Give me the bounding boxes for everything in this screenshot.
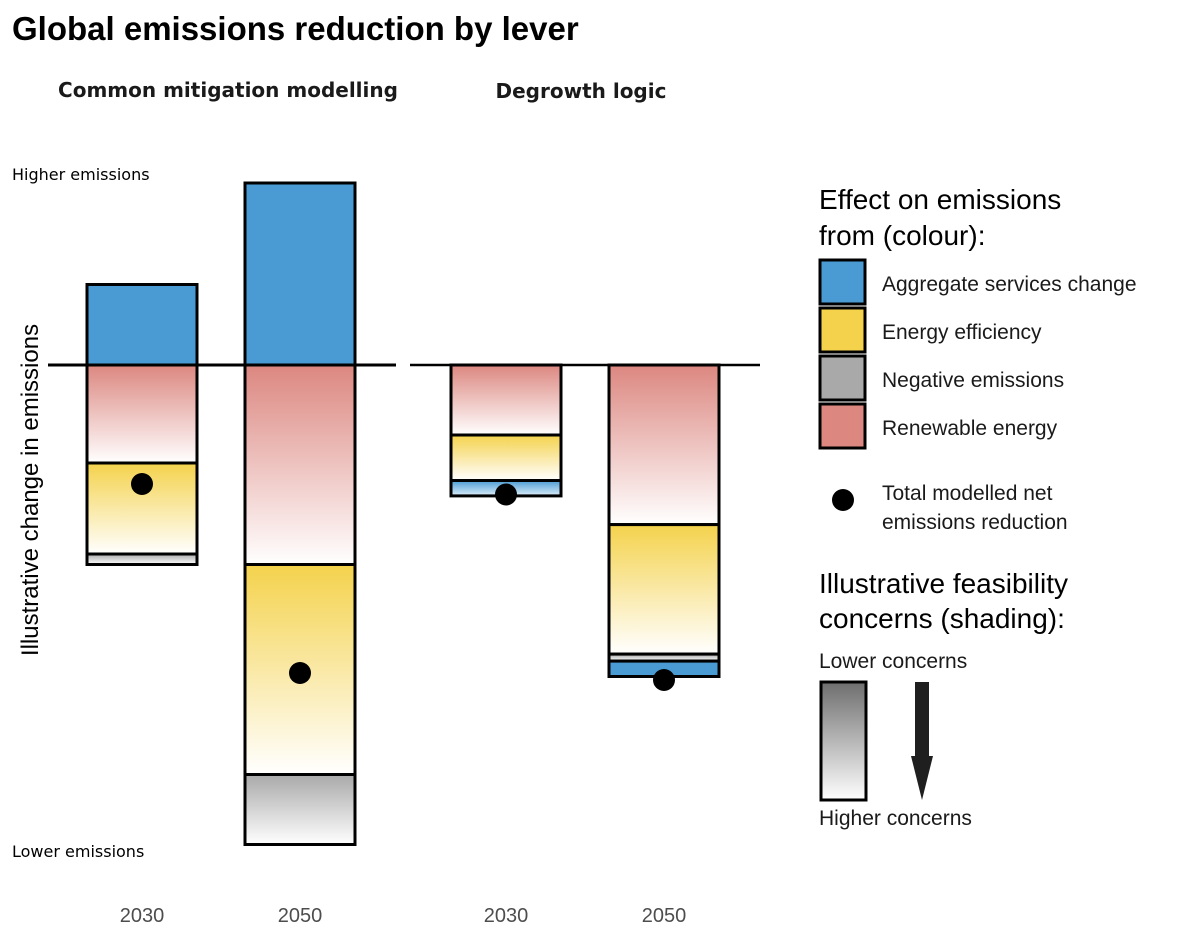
legend-label-energy-efficiency: Energy efficiency	[882, 321, 1042, 344]
y-axis-label: Illustrative change in emissions	[17, 324, 44, 656]
arrow-shaft-icon	[915, 682, 929, 760]
legend-shading-title-line1: Illustrative feasibility	[819, 568, 1068, 599]
facet-title-common: Common mitigation modelling	[58, 78, 398, 102]
legend-label-renewable-energy: Renewable energy	[882, 417, 1058, 440]
bar-segment-renewable-energy	[243, 363, 357, 566]
bar-segment-aggregate-services-change	[243, 181, 357, 367]
legend-dot-icon	[832, 489, 854, 511]
legend-swatch-renewable-energy	[818, 402, 867, 450]
net-emissions-dot	[289, 662, 311, 684]
bar-segment-renewable-energy	[85, 363, 199, 465]
x-tick-label: 2030	[484, 905, 529, 927]
bar-segment-negative-emissions	[243, 773, 357, 846]
legend-shading-top-label: Lower concerns	[819, 650, 967, 673]
x-tick-label: 2050	[278, 905, 323, 927]
legend-shading-bottom-label: Higher concerns	[819, 807, 972, 830]
legend-shading-title-line2: concerns (shading):	[819, 603, 1065, 634]
x-tick-label: 2050	[642, 905, 687, 927]
bar-segment-energy-efficiency	[607, 523, 721, 656]
legend-label-negative-emissions: Negative emissions	[882, 369, 1064, 392]
legend-swatch-aggregate-services	[818, 258, 867, 306]
x-tick-label: 2030	[120, 905, 165, 927]
bar-segment-renewable-energy	[607, 363, 721, 527]
x-axis-ticks: 2030 2050 2030 2050	[120, 905, 687, 927]
legend-dot-label-line1: Total modelled net	[882, 482, 1053, 505]
net-emissions-dot	[131, 473, 153, 495]
legend: Effect on emissions from (colour): Aggre…	[818, 184, 1137, 830]
bar-segment-negative-emissions	[85, 552, 199, 566]
legend-colour-title-line1: Effect on emissions	[819, 184, 1061, 215]
legend-shading-gradient	[819, 680, 868, 802]
legend-dot-label-line2: emissions reduction	[882, 511, 1068, 534]
dots-layer	[131, 473, 675, 691]
chart-title: Global emissions reduction by lever	[12, 10, 579, 47]
legend-swatch-negative-emissions	[818, 354, 867, 402]
legend-swatch-energy-efficiency	[818, 306, 867, 354]
legend-colour-title-line2: from (colour):	[819, 220, 985, 251]
bars-layer	[85, 181, 721, 846]
net-emissions-dot	[495, 483, 517, 506]
bar-segment-aggregate-services-change	[85, 283, 199, 367]
net-emissions-dot	[653, 669, 675, 691]
bar-segment-energy-efficiency	[449, 433, 563, 482]
facet-title-degrowth: Degrowth logic	[496, 79, 667, 103]
higher-emissions-label: Higher emissions	[12, 165, 150, 184]
bar-segment-renewable-energy	[449, 363, 563, 437]
arrow-down-icon	[911, 756, 933, 800]
legend-label-aggregate-services: Aggregate services change	[882, 273, 1137, 296]
lower-emissions-label: Lower emissions	[12, 842, 144, 861]
